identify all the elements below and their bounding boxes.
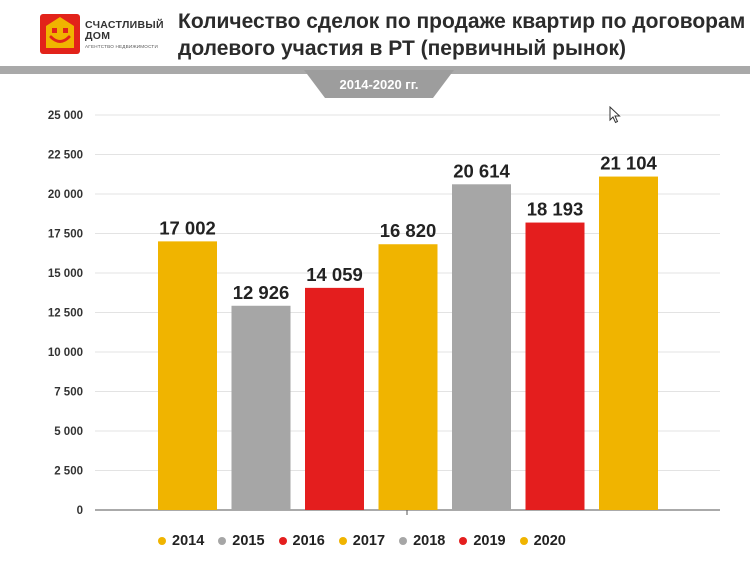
data-label-2017: 16 820 [380, 220, 437, 241]
data-label-2016: 14 059 [306, 264, 363, 285]
y-tick-label: 10 000 [48, 347, 83, 359]
legend-dot-icon [399, 537, 408, 545]
legend-label: 2020 [533, 533, 566, 549]
y-tick-label: 0 [77, 505, 83, 517]
period-label: 2014-2020 гг. [339, 77, 419, 92]
legend-item-2019[interactable]: 2019 [459, 533, 506, 549]
y-tick-label: 12 500 [48, 308, 83, 320]
chart-legend: 2014 2015 2016 2017 2018 2019 2020 [158, 531, 580, 551]
logo-name-line1: СЧАСТЛИВЫЙ [85, 19, 164, 31]
legend-item-2017[interactable]: 2017 [338, 533, 386, 549]
legend-label: 2016 [292, 533, 325, 549]
legend-dot-icon [519, 537, 528, 545]
logo-tagline: АГЕНТСТВО НЕДВИЖИМОСТИ [85, 44, 158, 49]
data-label-2014: 17 002 [159, 217, 216, 238]
y-tick-label: 2 500 [54, 466, 83, 478]
logo-name: СЧАСТЛИВЫЙ ДОМ [85, 20, 164, 42]
data-label-2019: 18 193 [527, 199, 584, 220]
bar-2017[interactable] [378, 244, 438, 510]
y-tick-label: 20 000 [48, 189, 83, 201]
legend-item-2014[interactable]: 2014 [158, 533, 204, 549]
y-tick-label: 15 000 [48, 268, 83, 280]
y-tick-label: 5 000 [54, 426, 83, 438]
legend-item-2015[interactable]: 2015 [218, 533, 265, 549]
mouse-cursor-icon [609, 106, 621, 124]
logo-name-line2: ДОМ [85, 30, 111, 42]
legend-label: 2017 [352, 533, 386, 549]
bar-2020[interactable] [599, 176, 658, 510]
legend-dot-icon [459, 537, 468, 545]
legend-dot-icon [218, 537, 227, 545]
bar-2018[interactable] [452, 184, 511, 510]
legend-label: 2015 [232, 533, 265, 549]
bar-2015[interactable] [231, 305, 291, 510]
page-title: Количество сделок по продаже квартир по … [178, 8, 748, 62]
bar-2016[interactable] [305, 287, 364, 510]
logo[interactable]: СЧАСТЛИВЫЙ ДОМ АГЕНТСТВО НЕДВИЖИМОСТИ [38, 12, 178, 60]
legend-item-2020[interactable]: 2020 [519, 533, 566, 549]
legend-dot-icon [158, 537, 166, 545]
bar-2014[interactable] [158, 241, 217, 510]
y-tick-label: 25 000 [48, 110, 83, 122]
period-tab [304, 70, 454, 98]
bar-2019[interactable] [525, 222, 585, 510]
legend-item-2016[interactable]: 2016 [278, 533, 325, 549]
legend-label: 2014 [172, 533, 205, 549]
y-tick-label: 17 500 [48, 229, 83, 241]
y-tick-label: 7 500 [54, 387, 83, 399]
legend-label: 2018 [413, 533, 446, 549]
data-label-2015: 12 926 [233, 282, 290, 303]
y-tick-label: 22 500 [48, 150, 83, 162]
legend-label: 2019 [473, 533, 506, 549]
house-logo-icon [40, 14, 80, 54]
title-line-1: Количество сделок по продаже квартир по … [178, 10, 746, 33]
legend-dot-icon [338, 537, 347, 545]
title-line-2: долевого участия в РТ (первичный рынок) [178, 37, 626, 60]
data-label-2018: 20 614 [453, 160, 510, 181]
legend-dot-icon [278, 537, 287, 545]
legend-item-2018[interactable]: 2018 [399, 533, 445, 549]
data-label-2020: 21 104 [600, 153, 657, 174]
header: СЧАСТЛИВЫЙ ДОМ АГЕНТСТВО НЕДВИЖИМОСТИ Ко… [0, 0, 750, 66]
